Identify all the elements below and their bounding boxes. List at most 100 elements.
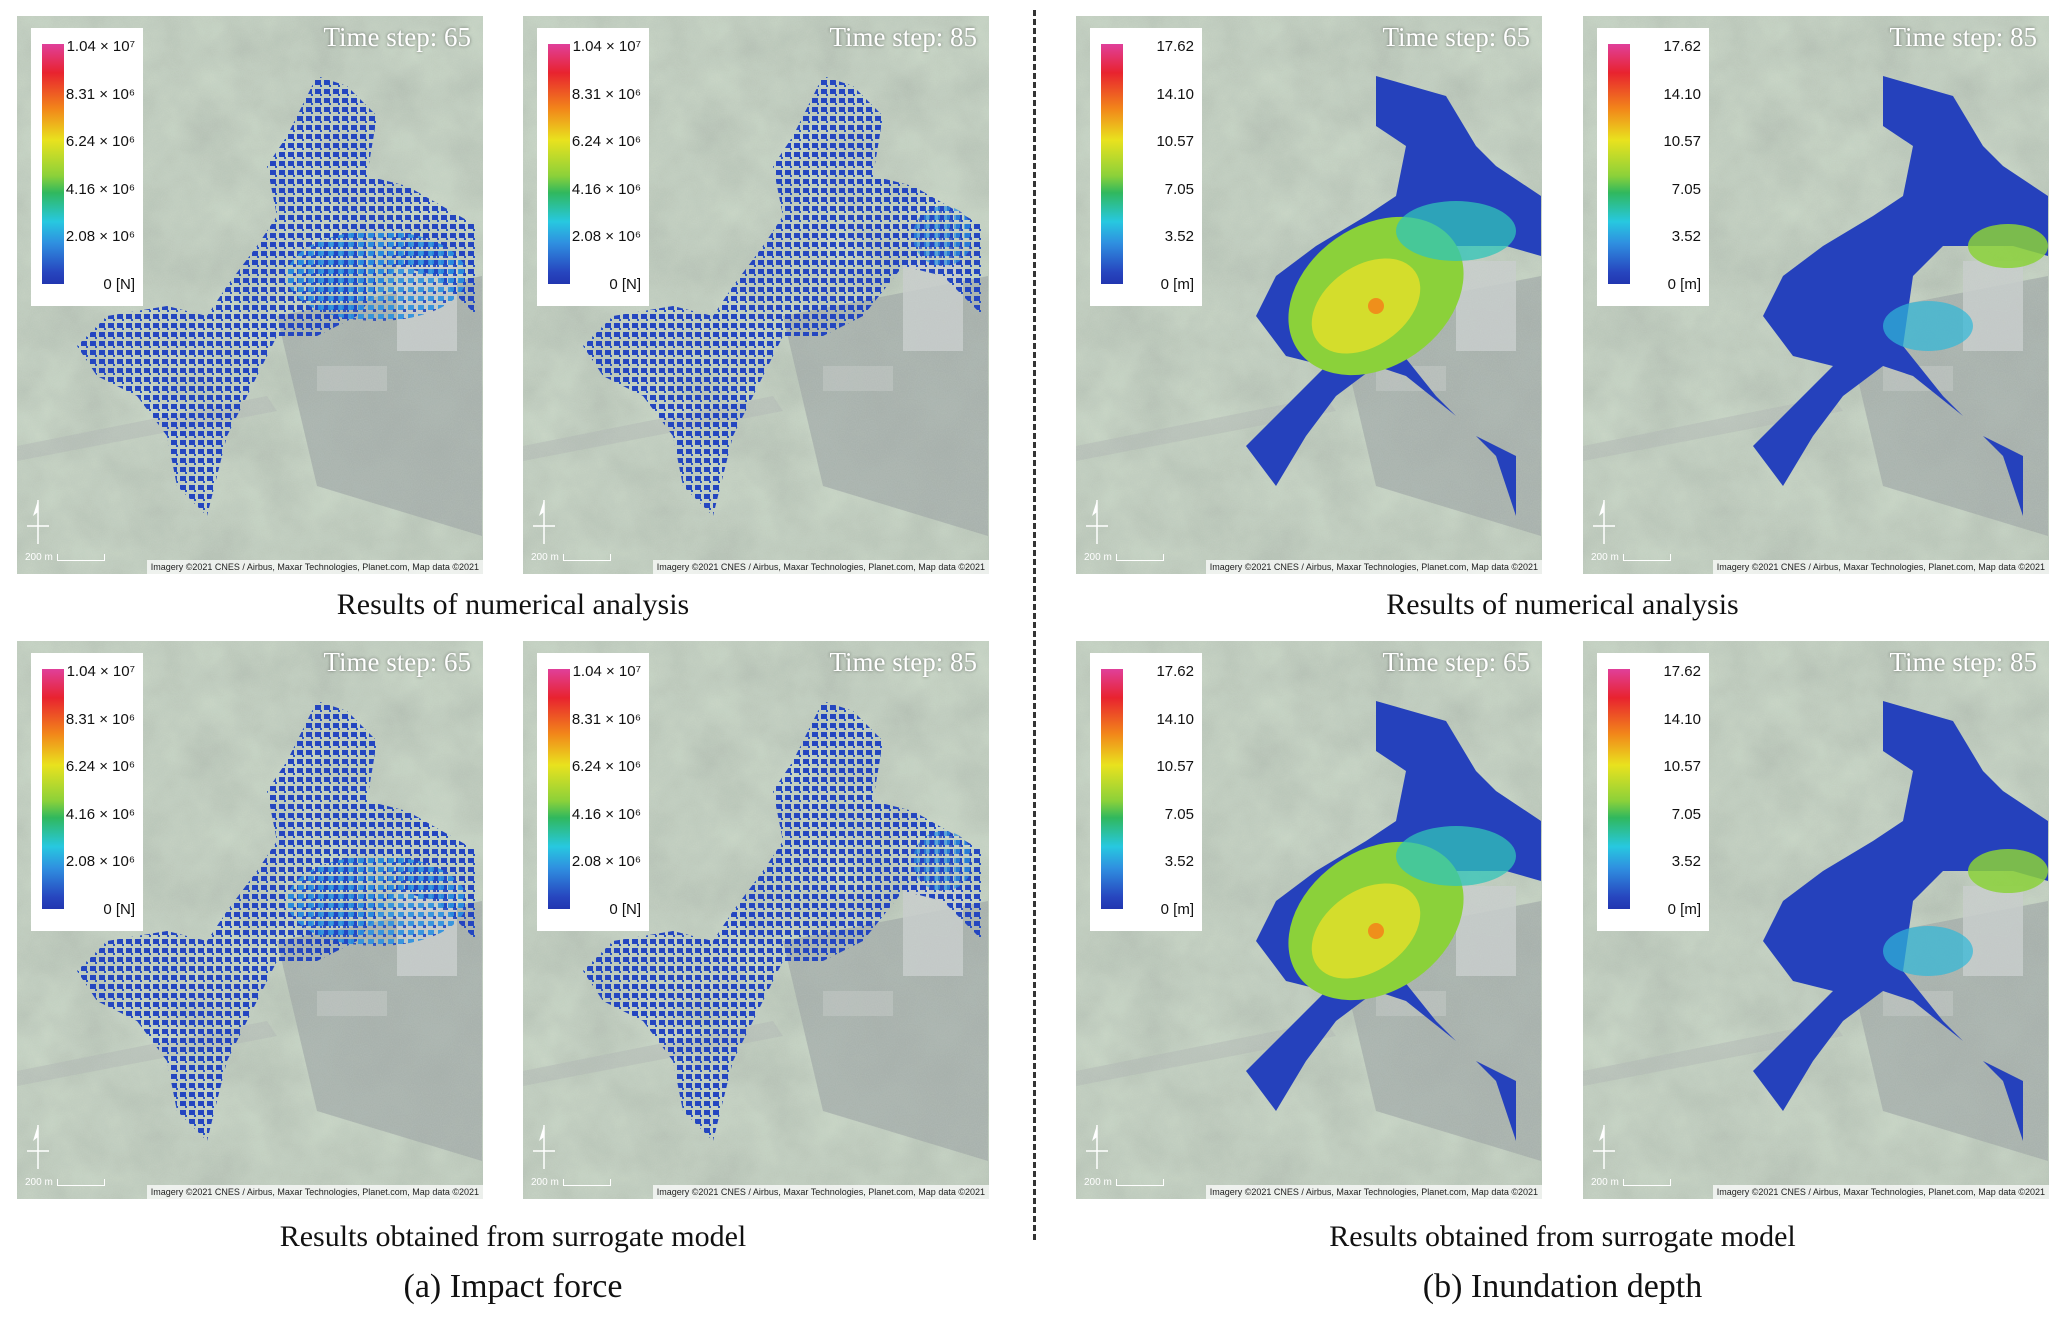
north-arrow-icon — [533, 1125, 555, 1169]
time-step-label: Time step: 85 — [1889, 647, 2037, 677]
legend-tick-label: 17.62 — [1156, 663, 1194, 680]
scale-label: 200 m — [1084, 1177, 1112, 1188]
satellite-map — [523, 641, 989, 1199]
legend-tick-label: 8.31 × 10⁶ — [65, 710, 135, 728]
scale-bar: 200 m — [25, 1177, 105, 1188]
scale-line — [56, 1178, 105, 1186]
scale-label: 200 m — [531, 1177, 559, 1188]
map-panel-impact-numerical-85: 1.04 × 10⁷ 8.31 × 10⁶ 6.24 × 10⁶ 4.16 × 10⁶… — [523, 16, 989, 574]
scale-bar: 200 m — [25, 552, 105, 563]
color-legend: 1.04 × 10⁷ 8.31 × 10⁶ 6.24 × 10⁶ 4.16 × 10⁶… — [31, 28, 143, 306]
colorbar — [42, 669, 64, 909]
color-legend: 17.62 14.10 10.57 7.05 3.52 0 [m] — [1090, 653, 1202, 931]
north-arrow-icon — [27, 500, 49, 544]
imagery-credit: Imagery ©2021 CNES / Airbus, Maxar Techn… — [1205, 1185, 1542, 1199]
legend-tick-label: 0 [N] — [103, 900, 135, 918]
legend-tick-label: 10.57 — [1156, 758, 1194, 775]
legend-tick-label: 14.10 — [1663, 710, 1701, 728]
legend-tick-label: 14.10 — [1663, 85, 1701, 103]
color-legend: 1.04 × 10⁷ 8.31 × 10⁶ 6.24 × 10⁶ 4.16 × 10⁶… — [537, 28, 649, 306]
imagery-credit: Imagery ©2021 CNES / Airbus, Maxar Techn… — [1712, 1185, 2049, 1199]
row-caption-impact-surrogate: Results obtained from surrogate model — [279, 1220, 747, 1253]
colorbar — [1608, 669, 1630, 909]
legend-tick-label: 0 [m] — [1160, 900, 1194, 918]
legend-tick-label: 10.57 — [1663, 133, 1701, 150]
legend-tick-label: 0 [N] — [609, 900, 641, 918]
legend-tick-label: 1.04 × 10⁷ — [66, 663, 135, 680]
impact-force-blocks — [583, 701, 983, 1141]
color-legend: 17.62 14.10 10.57 7.05 3.52 0 [m] — [1597, 653, 1709, 931]
north-arrow-icon — [533, 500, 555, 544]
scale-bar: 200 m — [531, 552, 611, 563]
row-caption-depth-surrogate: Results obtained from surrogate model — [1329, 1220, 1796, 1253]
legend-tick-label: 0 [m] — [1667, 275, 1701, 293]
scale-line — [1115, 553, 1164, 561]
row-caption-impact-numerical: Results of numerical analysis — [336, 588, 690, 621]
colorbar — [1101, 669, 1123, 909]
legend-tick-label: 7.05 — [1164, 805, 1194, 823]
scale-line — [1622, 553, 1671, 561]
legend-tick-label: 3.52 — [1671, 853, 1701, 870]
legend-tick-label: 7.05 — [1671, 805, 1701, 823]
legend-tick-label: 4.16 × 10⁶ — [571, 180, 641, 198]
imagery-credit: Imagery ©2021 CNES / Airbus, Maxar Techn… — [652, 1185, 989, 1199]
north-arrow-icon — [1593, 1125, 1615, 1169]
map-panel-impact-surrogate-65: 1.04 × 10⁷ 8.31 × 10⁶ 6.24 × 10⁶ 4.16 × 10⁶… — [17, 641, 483, 1199]
map-panel-depth-surrogate-85: 17.62 14.10 10.57 7.05 3.52 0 [m] Time step: 8… — [1583, 641, 2049, 1199]
imagery-credit: Imagery ©2021 CNES / Airbus, Maxar Techn… — [652, 560, 989, 574]
scale-label: 200 m — [531, 552, 559, 563]
map-panel-depth-numerical-65: 17.62 14.10 10.57 7.05 3.52 0 [m] Time step: 6… — [1076, 16, 1542, 574]
scale-label: 200 m — [1084, 552, 1112, 563]
time-step-label: Time step: 85 — [1889, 22, 2037, 52]
color-legend: 17.62 14.10 10.57 7.05 3.52 0 [m] — [1090, 28, 1202, 306]
scale-label: 200 m — [25, 1177, 53, 1188]
legend-tick-label: 6.24 × 10⁶ — [65, 758, 135, 775]
part-label-impact-force: (a) Impact force — [403, 1268, 623, 1305]
legend-tick-label: 7.05 — [1671, 180, 1701, 198]
legend-tick-label: 4.16 × 10⁶ — [65, 180, 135, 198]
colorbar — [548, 669, 570, 909]
scale-line — [56, 553, 105, 561]
imagery-credit: Imagery ©2021 CNES / Airbus, Maxar Techn… — [146, 1185, 483, 1199]
north-arrow-icon — [1593, 500, 1615, 544]
legend-tick-label: 3.52 — [1164, 228, 1194, 245]
part-label-inundation-depth: (b) Inundation depth — [1422, 1268, 1703, 1305]
legend-tick-label: 6.24 × 10⁶ — [571, 758, 641, 775]
legend-tick-label: 1.04 × 10⁷ — [66, 38, 135, 55]
time-step-label: Time step: 85 — [829, 22, 977, 52]
legend-tick-label: 2.08 × 10⁶ — [65, 228, 135, 245]
colorbar — [1101, 44, 1123, 284]
scale-line — [1622, 1178, 1671, 1186]
legend-tick-label: 0 [m] — [1667, 900, 1701, 918]
scale-line — [562, 553, 611, 561]
scale-bar: 200 m — [531, 1177, 611, 1188]
scale-bar: 200 m — [1084, 552, 1164, 563]
map-panel-depth-numerical-85: 17.62 14.10 10.57 7.05 3.52 0 [m] Time step: 8… — [1583, 16, 2049, 574]
legend-tick-label: 0 [N] — [609, 275, 641, 293]
color-legend: 17.62 14.10 10.57 7.05 3.52 0 [m] — [1597, 28, 1709, 306]
scale-bar: 200 m — [1084, 1177, 1164, 1188]
color-legend: 1.04 × 10⁷ 8.31 × 10⁶ 6.24 × 10⁶ 4.16 × 10⁶… — [31, 653, 143, 931]
legend-tick-label: 17.62 — [1156, 38, 1194, 55]
impact-force-blocks — [77, 76, 477, 516]
map-panel-impact-surrogate-85: 1.04 × 10⁷ 8.31 × 10⁶ 6.24 × 10⁶ 4.16 × 10⁶… — [523, 641, 989, 1199]
legend-tick-label: 0 [m] — [1160, 275, 1194, 293]
legend-tick-label: 8.31 × 10⁶ — [571, 85, 641, 103]
legend-tick-label: 14.10 — [1156, 85, 1194, 103]
scale-line — [562, 1178, 611, 1186]
legend-tick-label: 14.10 — [1156, 710, 1194, 728]
color-legend: 1.04 × 10⁷ 8.31 × 10⁶ 6.24 × 10⁶ 4.16 × 10⁶… — [537, 653, 649, 931]
legend-tick-label: 8.31 × 10⁶ — [571, 710, 641, 728]
scale-line — [1115, 1178, 1164, 1186]
legend-tick-label: 0 [N] — [103, 275, 135, 293]
legend-tick-label: 2.08 × 10⁶ — [571, 228, 641, 245]
legend-tick-label: 17.62 — [1663, 663, 1701, 680]
time-step-label: Time step: 85 — [829, 647, 977, 677]
impact-force-blocks — [583, 76, 983, 516]
time-step-label: Time step: 65 — [323, 647, 471, 677]
legend-tick-label: 17.62 — [1663, 38, 1701, 55]
legend-tick-label: 2.08 × 10⁶ — [65, 853, 135, 870]
colorbar — [548, 44, 570, 284]
row-caption-depth-numerical: Results of numerical analysis — [1386, 588, 1739, 621]
inundation-area — [1753, 76, 2048, 516]
